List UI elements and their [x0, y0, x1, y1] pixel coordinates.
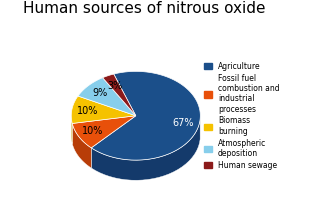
Polygon shape: [72, 116, 136, 148]
Text: 10%: 10%: [83, 127, 104, 137]
Text: 3%: 3%: [108, 81, 123, 91]
Polygon shape: [91, 71, 200, 160]
Legend: Agriculture, Fossil fuel
combustion and
industrial
processes, Biomass
burning, A: Agriculture, Fossil fuel combustion and …: [204, 62, 280, 170]
Text: 67%: 67%: [172, 118, 194, 128]
Polygon shape: [72, 123, 91, 168]
Text: 10%: 10%: [77, 106, 99, 116]
Polygon shape: [78, 78, 136, 116]
Polygon shape: [71, 96, 136, 123]
Polygon shape: [91, 119, 200, 180]
Polygon shape: [71, 116, 72, 144]
Text: 9%: 9%: [92, 88, 108, 98]
Title: Human sources of nitrous oxide: Human sources of nitrous oxide: [23, 1, 265, 16]
Polygon shape: [103, 74, 136, 116]
